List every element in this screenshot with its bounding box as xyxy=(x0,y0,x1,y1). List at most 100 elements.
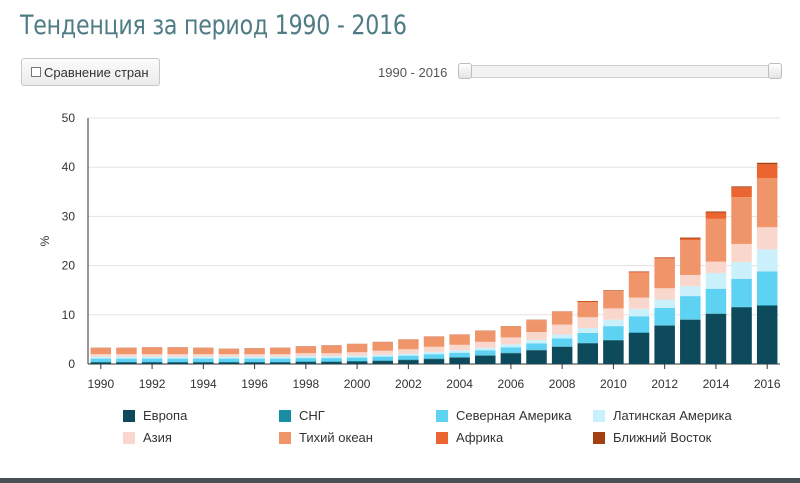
bar-segment xyxy=(475,355,496,364)
bar-segment xyxy=(321,353,342,357)
bar-segment xyxy=(577,317,599,329)
bar-segment xyxy=(500,344,522,348)
bar-segment xyxy=(244,348,265,355)
bar-segment xyxy=(218,362,240,364)
bar-segment xyxy=(731,186,752,188)
legend-item[interactable]: СНГ xyxy=(279,408,325,423)
bar-segment xyxy=(116,354,137,357)
x-tick-label: 2014 xyxy=(703,377,730,391)
bar-segment xyxy=(603,340,624,364)
bar-segment xyxy=(141,354,163,357)
bar-segment xyxy=(654,288,675,300)
bar-segment xyxy=(551,311,573,325)
bar-segment xyxy=(526,320,547,333)
bar-segment xyxy=(628,272,650,298)
bar-segment xyxy=(193,354,214,357)
bar-segment xyxy=(731,197,752,244)
bar-segment xyxy=(244,362,265,364)
legend-swatch xyxy=(123,409,135,422)
slider-handle-end[interactable] xyxy=(768,63,782,79)
legend-item[interactable]: Азия xyxy=(123,430,172,445)
bar-segment xyxy=(680,238,701,241)
bar-segment xyxy=(141,362,163,364)
bar-segment xyxy=(756,162,778,165)
legend-item[interactable]: Африка xyxy=(436,430,503,445)
legend-swatch xyxy=(123,431,135,444)
bar-segment xyxy=(269,348,291,355)
bar-segment xyxy=(680,286,701,297)
bar-segment xyxy=(90,356,112,359)
bar-segment xyxy=(449,334,470,345)
bar-segment xyxy=(680,319,701,364)
bar-segment xyxy=(526,350,547,364)
x-tick-label: 2006 xyxy=(498,377,525,391)
x-tick-label: 2016 xyxy=(754,377,781,391)
y-tick-label: 0 xyxy=(68,357,75,371)
legend-item[interactable]: Латинская Америка xyxy=(593,408,732,423)
bar-segment xyxy=(500,353,522,364)
bar-segment xyxy=(449,344,470,351)
bar-segment xyxy=(628,308,650,317)
bar-segment xyxy=(628,316,650,333)
bar-segment xyxy=(423,359,445,364)
legend-item[interactable]: Ближний Восток xyxy=(593,430,711,445)
bar-segment xyxy=(551,338,573,347)
bar-segment xyxy=(193,358,214,363)
bar-segment xyxy=(705,288,727,314)
bar-segment xyxy=(295,356,317,359)
bar-segment xyxy=(603,326,624,340)
bar-segment xyxy=(244,356,265,359)
bar-segment xyxy=(731,187,752,198)
bar-segment xyxy=(90,348,112,355)
page-title: Тенденция за период 1990 - 2016 xyxy=(20,10,407,41)
bar-segment xyxy=(756,271,778,305)
bar-segment xyxy=(116,356,137,359)
bar-segment xyxy=(577,328,599,334)
bar-segment xyxy=(475,347,496,351)
bar-segment xyxy=(680,274,701,287)
legend-item[interactable]: Северная Америка xyxy=(436,408,571,423)
bar-segment xyxy=(705,261,727,273)
bar-segment xyxy=(295,353,317,357)
bar-segment xyxy=(449,352,470,358)
compare-checkbox[interactable] xyxy=(31,67,41,77)
x-tick-label: 1996 xyxy=(241,377,268,391)
legend-label: Азия xyxy=(143,430,172,445)
slider-handle-start[interactable] xyxy=(458,63,472,79)
bar-segment xyxy=(372,356,393,361)
bar-segment xyxy=(372,350,393,355)
bar-segment xyxy=(423,346,445,352)
compare-label: Сравнение стран xyxy=(44,64,149,80)
bar-segment xyxy=(218,356,240,359)
bar-segment xyxy=(321,362,342,364)
bar-segment xyxy=(398,349,419,354)
bar-segment xyxy=(116,362,137,364)
compare-countries-button[interactable]: Сравнение стран xyxy=(21,58,160,86)
bar-segment xyxy=(116,358,137,363)
bottom-divider xyxy=(0,478,800,483)
legend-swatch xyxy=(279,431,291,444)
bar-segment xyxy=(526,343,547,350)
bar-segment xyxy=(218,358,240,363)
x-tick-label: 2002 xyxy=(395,377,422,391)
bar-segment xyxy=(167,362,188,364)
bar-segment xyxy=(551,346,573,364)
bar-segment xyxy=(167,347,188,355)
legend-item[interactable]: Тихий океан xyxy=(279,430,373,445)
bar-segment xyxy=(628,333,650,364)
bar-segment xyxy=(90,358,112,363)
legend-label: Ближний Восток xyxy=(613,430,712,445)
legend-item[interactable]: Европа xyxy=(123,408,187,423)
bar-segment xyxy=(346,355,368,358)
bar-segment xyxy=(346,357,368,362)
legend-label: Африка xyxy=(456,430,504,445)
y-tick-label: 10 xyxy=(62,308,76,322)
legend-label: Европа xyxy=(143,408,188,423)
legend-label: Тихий океан xyxy=(299,430,373,445)
bar-segment xyxy=(269,354,291,357)
bar-segment xyxy=(705,218,727,262)
bar-segment xyxy=(475,341,496,348)
bar-segment xyxy=(269,362,291,364)
bar-segment xyxy=(193,348,214,355)
bar-segment xyxy=(654,307,675,326)
